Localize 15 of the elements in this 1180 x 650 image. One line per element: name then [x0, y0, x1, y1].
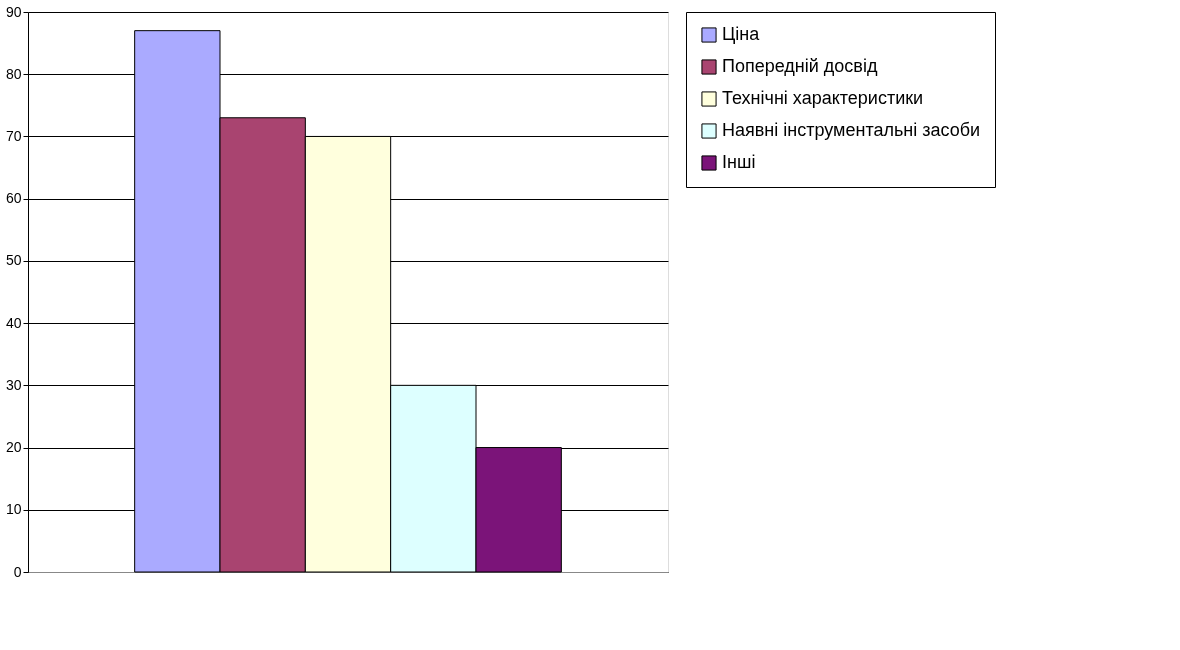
- legend-label: Наявні інструментальні засоби: [722, 120, 981, 140]
- y-tick-label: 90: [5, 3, 22, 20]
- y-tick-label: 50: [5, 252, 22, 269]
- y-tick-label: 30: [5, 376, 22, 393]
- y-tick-label: 40: [5, 314, 22, 331]
- legend-label: Попередній досвід: [722, 56, 878, 76]
- y-tick-label: 70: [5, 127, 22, 144]
- legend-label: Інші: [722, 152, 756, 172]
- y-tick-label: 10: [5, 501, 22, 518]
- y-tick-label: 0: [13, 563, 22, 580]
- y-tick-label: 80: [5, 65, 22, 82]
- y-tick-label: 60: [5, 190, 22, 207]
- y-tick-label: 20: [5, 439, 22, 456]
- legend-label: Ціна: [722, 24, 761, 44]
- legend-label: Технічні характеристики: [722, 88, 924, 108]
